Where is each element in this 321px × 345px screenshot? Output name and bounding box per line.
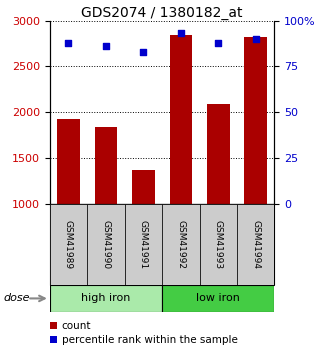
Bar xyxy=(169,35,192,204)
Bar xyxy=(162,204,200,285)
Text: low iron: low iron xyxy=(196,294,240,303)
Text: GSM41989: GSM41989 xyxy=(64,219,73,269)
Bar xyxy=(162,285,274,312)
Text: GSM41994: GSM41994 xyxy=(251,219,260,269)
Point xyxy=(141,49,146,55)
Text: GSM41990: GSM41990 xyxy=(101,219,110,269)
Text: GSM41991: GSM41991 xyxy=(139,219,148,269)
Point xyxy=(66,40,71,46)
Bar xyxy=(207,104,230,204)
Text: dose: dose xyxy=(3,294,30,303)
Bar xyxy=(125,204,162,285)
Text: GSM41993: GSM41993 xyxy=(214,219,223,269)
Text: count: count xyxy=(62,321,91,331)
Bar xyxy=(57,119,80,204)
Title: GDS2074 / 1380182_at: GDS2074 / 1380182_at xyxy=(81,6,243,20)
Bar xyxy=(87,204,125,285)
Bar xyxy=(95,127,117,204)
Bar xyxy=(50,285,162,312)
Bar xyxy=(132,170,155,204)
Point xyxy=(216,40,221,46)
Bar xyxy=(237,204,274,285)
Bar xyxy=(245,37,267,204)
Text: GSM41992: GSM41992 xyxy=(176,219,185,269)
Bar xyxy=(200,204,237,285)
Point xyxy=(103,43,108,49)
Point xyxy=(253,36,258,42)
Point xyxy=(178,31,183,36)
Bar xyxy=(50,204,87,285)
Text: high iron: high iron xyxy=(81,294,131,303)
Text: percentile rank within the sample: percentile rank within the sample xyxy=(62,335,238,345)
